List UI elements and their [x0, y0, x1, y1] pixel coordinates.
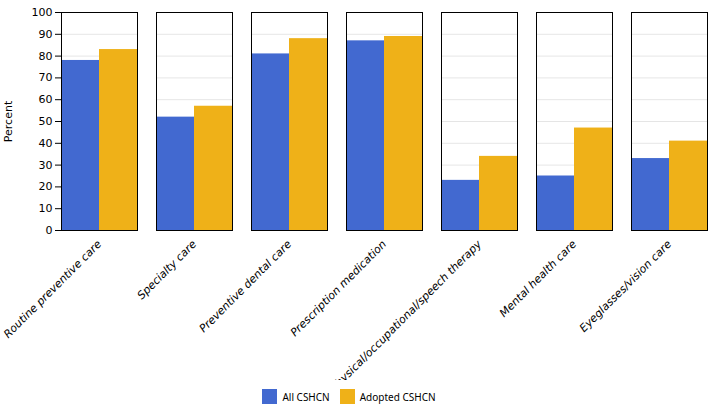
- svg-text:80: 80: [39, 50, 53, 63]
- svg-text:0: 0: [46, 224, 53, 237]
- svg-text:Percent: Percent: [2, 100, 15, 142]
- svg-text:100: 100: [32, 6, 53, 19]
- svg-text:Prescription medication: Prescription medication: [288, 238, 389, 339]
- svg-text:Eyeglasses/vision care: Eyeglasses/vision care: [577, 238, 674, 335]
- svg-text:60: 60: [39, 93, 53, 106]
- svg-text:Preventive dental care: Preventive dental care: [197, 238, 295, 336]
- svg-text:20: 20: [39, 180, 53, 193]
- svg-text:Physical/occupational/speech t: Physical/occupational/speech therapy: [328, 237, 485, 380]
- svg-text:Specialty care: Specialty care: [135, 238, 200, 303]
- svg-text:50: 50: [39, 115, 53, 128]
- svg-text:Mental health care: Mental health care: [497, 238, 579, 320]
- svg-text:30: 30: [39, 159, 53, 172]
- html-text:All CSHCN: All CSHCN: [282, 389, 330, 404]
- svg-text:70: 70: [39, 71, 53, 84]
- svg-text:90: 90: [39, 28, 53, 41]
- svg-text:40: 40: [39, 137, 53, 150]
- html-text:Adopted CSHCN: Adopted CSHCN: [359, 389, 436, 404]
- svg-text:Routine preventive care: Routine preventive care: [1, 238, 104, 341]
- svg-text:10: 10: [39, 202, 53, 215]
